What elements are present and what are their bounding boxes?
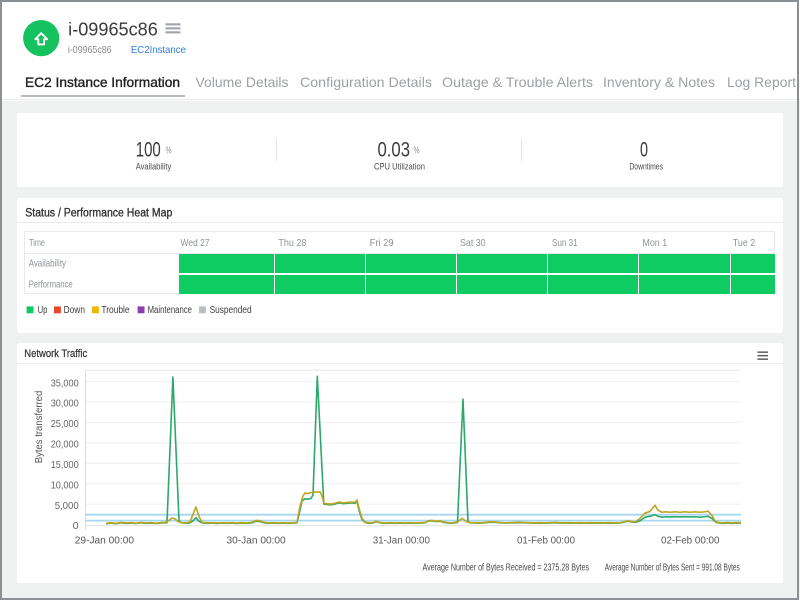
svg-text:Availability: Availability	[29, 258, 67, 270]
svg-text:Up: Up	[38, 305, 48, 316]
svg-text:25,000: 25,000	[51, 418, 79, 430]
svg-text:0: 0	[640, 138, 648, 161]
svg-text:15,000: 15,000	[51, 459, 79, 471]
svg-text:%: %	[414, 146, 420, 157]
svg-text:29-Jan 00:00: 29-Jan 00:00	[75, 536, 135, 547]
svg-text:0.03: 0.03	[378, 138, 411, 161]
svg-text:5,000: 5,000	[55, 500, 79, 512]
svg-text:i-09965c86: i-09965c86	[68, 44, 112, 56]
svg-text:%: %	[166, 146, 172, 157]
svg-text:02-Feb 00:00: 02-Feb 00:00	[661, 536, 720, 547]
svg-text:Down: Down	[64, 305, 85, 316]
svg-text:Maintenance: Maintenance	[148, 305, 193, 316]
svg-text:Volume Details: Volume Details	[196, 74, 289, 90]
svg-text:Bytes transferred: Bytes transferred	[33, 391, 45, 464]
svg-text:Thu 28: Thu 28	[278, 237, 306, 249]
svg-text:Inventory & Notes: Inventory & Notes	[603, 74, 715, 90]
svg-text:Average Number of Bytes Receiv: Average Number of Bytes Received = 2375.…	[423, 562, 590, 573]
svg-text:Status / Performance Heat Map: Status / Performance Heat Map	[25, 208, 172, 220]
svg-text:Network Traffic: Network Traffic	[24, 348, 87, 360]
svg-text:Outage & Trouble Alerts: Outage & Trouble Alerts	[442, 74, 593, 90]
svg-text:0: 0	[73, 520, 79, 532]
svg-text:30,000: 30,000	[51, 398, 79, 410]
svg-text:Wed 27: Wed 27	[181, 237, 210, 249]
svg-text:Sun 31: Sun 31	[552, 237, 578, 249]
svg-text:Fri 29: Fri 29	[370, 237, 394, 249]
svg-text:Mon 1: Mon 1	[642, 237, 667, 249]
svg-text:Log Report: Log Report	[727, 74, 796, 90]
svg-text:Availability: Availability	[136, 161, 172, 172]
svg-text:i-09965c86: i-09965c86	[68, 20, 158, 40]
svg-text:10,000: 10,000	[51, 479, 79, 491]
svg-text:Suspended: Suspended	[210, 305, 252, 316]
svg-text:CPU Utilization: CPU Utilization	[374, 161, 425, 172]
svg-text:100: 100	[136, 138, 161, 161]
svg-text:31-Jan 00:00: 31-Jan 00:00	[373, 536, 431, 547]
svg-text:20,000: 20,000	[51, 439, 79, 451]
svg-text:35,000: 35,000	[51, 377, 79, 389]
svg-text:EC2 Instance Information: EC2 Instance Information	[25, 74, 180, 90]
svg-text:EC2Instance: EC2Instance	[131, 44, 186, 56]
svg-text:Average Number of Bytes Sent =: Average Number of Bytes Sent = 991.08 By…	[605, 562, 740, 573]
svg-text:Trouble: Trouble	[101, 305, 130, 316]
svg-text:Configuration Details: Configuration Details	[300, 74, 432, 90]
svg-text:01-Feb 00:00: 01-Feb 00:00	[517, 536, 575, 547]
svg-text:Tue 2: Tue 2	[733, 237, 756, 249]
svg-text:Sat 30: Sat 30	[460, 237, 486, 249]
svg-text:Time: Time	[29, 237, 45, 249]
svg-text:30-Jan 00:00: 30-Jan 00:00	[227, 536, 287, 547]
svg-text:Performance: Performance	[29, 279, 73, 291]
svg-text:Downtimes: Downtimes	[629, 161, 663, 172]
